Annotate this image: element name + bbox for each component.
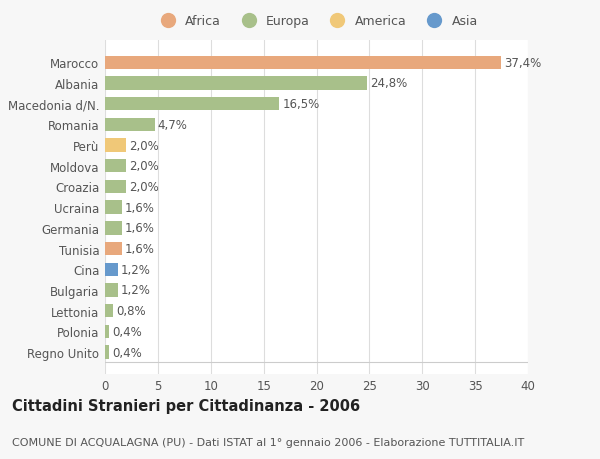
Bar [105, 222, 122, 235]
Text: 2,0%: 2,0% [130, 160, 159, 173]
Bar [105, 139, 126, 152]
Bar [105, 118, 155, 132]
Text: 1,2%: 1,2% [121, 284, 151, 297]
Text: COMUNE DI ACQUALAGNA (PU) - Dati ISTAT al 1° gennaio 2006 - Elaborazione TUTTITA: COMUNE DI ACQUALAGNA (PU) - Dati ISTAT a… [12, 437, 524, 448]
Legend: Africa, Europa, America, Asia: Africa, Europa, America, Asia [155, 16, 478, 28]
Text: 0,4%: 0,4% [112, 346, 142, 359]
Text: 0,4%: 0,4% [112, 325, 142, 338]
Bar [105, 98, 280, 111]
Bar [105, 346, 109, 359]
Bar [105, 263, 118, 276]
Text: 24,8%: 24,8% [370, 77, 407, 90]
Bar [105, 56, 500, 70]
Bar [105, 325, 109, 338]
Text: 16,5%: 16,5% [283, 98, 320, 111]
Text: 2,0%: 2,0% [130, 180, 159, 194]
Bar [105, 180, 126, 194]
Text: 1,6%: 1,6% [125, 222, 155, 235]
Text: 4,7%: 4,7% [158, 118, 188, 132]
Bar [105, 304, 113, 318]
Bar [105, 284, 118, 297]
Text: 1,6%: 1,6% [125, 242, 155, 256]
Text: 1,6%: 1,6% [125, 201, 155, 214]
Text: 0,8%: 0,8% [116, 304, 146, 318]
Text: 37,4%: 37,4% [503, 56, 541, 70]
Bar [105, 77, 367, 90]
Text: Cittadini Stranieri per Cittadinanza - 2006: Cittadini Stranieri per Cittadinanza - 2… [12, 398, 360, 413]
Bar [105, 201, 122, 214]
Bar [105, 242, 122, 256]
Bar [105, 160, 126, 173]
Text: 1,2%: 1,2% [121, 263, 151, 276]
Text: 2,0%: 2,0% [130, 139, 159, 152]
